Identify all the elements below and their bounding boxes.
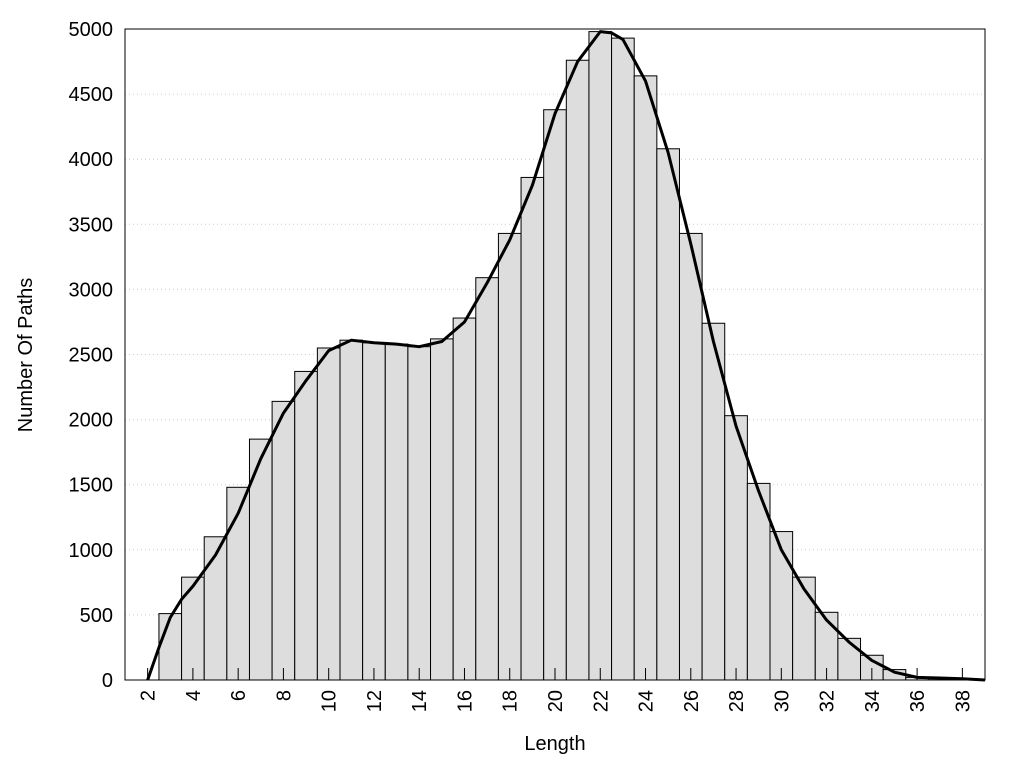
bar: [497, 232, 522, 681]
x-tick-label: 34: [862, 690, 884, 712]
bar: [407, 346, 432, 681]
bar: [203, 536, 228, 681]
bar: [475, 277, 499, 681]
y-tick-label: 5000: [69, 19, 114, 41]
bar: [633, 75, 658, 681]
x-tick-label: 16: [454, 690, 476, 712]
x-tick-label: 26: [681, 690, 703, 712]
bar: [362, 342, 386, 681]
x-tick-label: 28: [726, 690, 748, 712]
y-tick-label: 1500: [69, 475, 114, 497]
bar: [430, 338, 454, 681]
bar: [294, 370, 318, 681]
plot-frame: [124, 28, 986, 681]
bar: [520, 176, 545, 681]
x-axis-label: Length: [524, 733, 585, 755]
x-tick-label: 12: [364, 690, 386, 712]
y-axis-label: Number Of Paths: [15, 278, 37, 433]
bar: [181, 576, 205, 681]
bar: [543, 109, 567, 681]
x-tick-label: 32: [817, 690, 839, 712]
x-tick-label: 30: [771, 690, 793, 712]
x-tick-label: 8: [273, 690, 295, 701]
bar: [792, 576, 816, 681]
bar: [724, 415, 748, 681]
bar: [452, 317, 477, 681]
y-tick-label: 1000: [69, 540, 114, 562]
y-tick-label: 4500: [69, 84, 114, 106]
x-tick-label: 6: [228, 690, 250, 701]
bar: [837, 637, 862, 681]
y-tick-label: 4000: [69, 149, 114, 171]
curve: [146, 30, 986, 682]
x-tick-label: 2: [138, 690, 160, 701]
y-tick-label: 2000: [69, 410, 114, 432]
bar: [339, 339, 364, 681]
bar: [678, 232, 703, 681]
y-tick-label: 3500: [69, 214, 114, 236]
bar: [316, 347, 341, 681]
x-tick-label: 22: [590, 690, 612, 712]
bar: [271, 400, 296, 681]
x-tick-label: 14: [409, 690, 431, 712]
y-tick-label: 3000: [69, 279, 114, 301]
bar: [656, 148, 680, 681]
bar: [611, 37, 635, 681]
x-tick-label: 38: [952, 690, 974, 712]
x-tick-label: 4: [183, 690, 205, 701]
bar: [565, 59, 590, 681]
x-tick-label: 18: [500, 690, 522, 712]
bar: [769, 531, 794, 681]
bar: [158, 613, 183, 681]
y-tick-label: 2500: [69, 345, 114, 367]
y-tick-label: 500: [80, 605, 113, 627]
x-tick-label: 36: [907, 690, 929, 712]
x-tick-label: 10: [319, 690, 341, 712]
bar: [384, 343, 409, 681]
y-tick-label: 0: [102, 670, 113, 692]
bar: [588, 31, 613, 681]
x-tick-label: 20: [545, 690, 567, 712]
x-tick-label: 24: [636, 690, 658, 712]
